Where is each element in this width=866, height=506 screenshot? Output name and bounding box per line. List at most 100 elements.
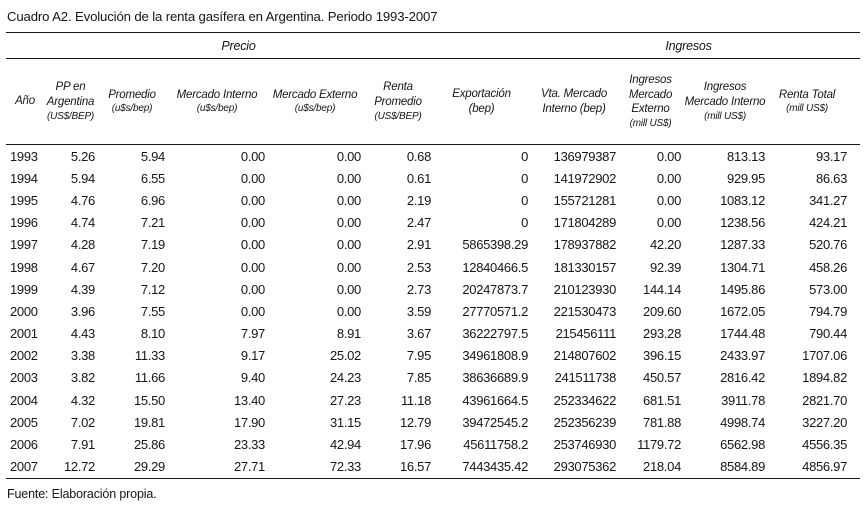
column-header-label: Ingresos Mercado Externo [628,73,673,116]
value-cell: 3.96 [70,303,95,319]
value-cell: 210123930 [553,281,617,297]
value-cell: 0 [521,215,529,231]
value-cell: 36222797.5 [462,326,529,342]
year-cell: 2005 [10,414,38,430]
value-cell: 2.73 [406,281,432,297]
value-cell: 813.13 [727,148,766,164]
column-header-unit: (u$s/bep) [111,103,153,115]
value-cell: 252334622 [553,392,617,408]
value-cell: 8.10 [140,326,165,342]
value-cell: 0.00 [240,170,265,186]
value-cell: 27.23 [329,392,361,408]
value-cell: 0.00 [336,259,361,275]
value-cell: 0 [521,170,529,186]
column-header: Renta Promedio (US$/BEP) [363,58,434,145]
year-cell: 2001 [10,326,38,342]
value-cell: 0.00 [336,281,361,297]
value-cell: 7.85 [406,370,432,386]
value-cell: 9.17 [240,348,265,364]
value-cell: 215456111 [555,326,617,342]
value-cell: 929.95 [727,170,766,186]
value-cell: 4.39 [70,281,95,297]
value-cell: 0.00 [240,281,265,297]
column-header-unit: (US$/BEP) [46,110,95,122]
column-header-label: Ingresos Mercado Interno [684,81,766,108]
value-cell: 1495.86 [720,281,766,297]
value-cell: 9.40 [240,370,265,386]
value-cell: 8584.89 [683,455,768,479]
value-cell: 25.02 [329,348,361,364]
value-cell: 45611758.2 [463,437,529,453]
column-header-label: Mercado Interno [176,88,258,101]
column-header-row: Año PP en Argentina (US$/BEP) Promedio (u$s/… [6,58,861,145]
value-cell: 4556.35 [802,437,848,453]
value-cell: 3.82 [70,370,95,386]
column-header: Promedio (u$s/bep) [97,58,167,145]
value-cell: 0.00 [656,215,682,231]
table-row: 1996 4.74 7.21 0.00 0.00 2.47 0 171804289 0.00 12… [6,212,860,234]
value-cell: 1179.72 [637,437,682,453]
value-cell: 7.02 [70,414,95,430]
column-header: Renta Total (mill US$) [767,58,861,145]
column-header-unit: (u$s/bep) [196,103,238,115]
value-cell: 5.94 [140,148,165,164]
value-cell: 42.94 [329,437,361,453]
value-cell: 27.71 [167,455,267,479]
value-cell: 5.26 [70,148,95,164]
value-cell: 3.59 [406,303,432,319]
year-cell: 1998 [10,259,38,275]
year-cell: 1995 [10,192,38,208]
value-cell: 0.00 [336,170,361,186]
value-cell: 0.00 [336,192,361,208]
value-cell: 5865398.29 [462,237,529,253]
value-cell: 0.68 [406,148,432,164]
value-cell: 12.79 [399,414,432,430]
value-cell: 6.55 [140,170,165,186]
column-header-unit: (u$s/bep) [294,103,336,115]
value-cell: 15.50 [133,392,165,408]
table-row: 2006 7.91 25.86 23.33 42.94 17.96 45611758.2 25… [6,433,860,455]
table-row: 2003 3.82 11.66 9.40 24.23 7.85 38636689.9 2415… [6,367,860,389]
value-cell: 72.33 [267,455,363,479]
column-header-label: Vta. Mercado Interno (bep) [541,87,608,115]
value-cell: 253746930 [553,437,617,453]
value-cell: 2.19 [406,192,432,208]
source-note: Fuente: Elaboración propia. [7,486,157,501]
value-cell: 218.04 [618,455,684,479]
column-header-label: Promedio [108,88,156,101]
table-row: 2007 12.72 29.29 27.71 72.33 16.57 7443435.42 2… [6,455,861,479]
value-cell: 27770571.2 [462,303,529,319]
column-header-unit: (US$/BEP) [374,110,422,122]
table-row: 2001 4.43 8.10 7.97 8.91 3.67 36222797.5 215456… [6,323,860,345]
value-cell: 86.63 [816,170,848,186]
value-cell: 6562.98 [720,437,766,453]
column-header-label: Renta Total [778,88,836,101]
value-cell: 0.00 [336,303,361,319]
value-cell: 141972902 [553,170,617,186]
value-cell: 214807602 [553,348,617,364]
value-cell: 1287.33 [720,237,766,253]
value-cell: 11.33 [134,348,165,364]
year-cell: 2007 [6,455,44,479]
value-cell: 424.21 [809,215,848,231]
value-cell: 6.96 [140,192,165,208]
column-header-label: Renta Promedio [374,81,422,108]
value-cell: 181330157 [553,259,617,275]
value-cell: 11.18 [400,392,432,408]
value-cell: 0.00 [240,237,265,253]
value-cell: 0.00 [336,148,361,164]
value-cell: 458.26 [809,259,848,275]
value-cell: 2.47 [406,215,432,231]
value-cell: 252356239 [553,414,617,430]
value-cell: 24.23 [329,370,361,386]
value-cell: 7.95 [406,348,432,364]
value-cell: 0.00 [240,148,265,164]
table-row: 2000 3.96 7.55 0.00 0.00 3.59 27770571.2 221530… [6,300,860,322]
value-cell: 7443435.42 [433,455,531,479]
column-header-unit: (mill US$) [629,118,672,130]
value-cell: 31.15 [329,414,361,430]
table-row: 1997 4.28 7.19 0.00 0.00 2.91 5865398.29 178937… [6,234,860,256]
value-cell: 5.94 [70,170,95,186]
year-cell: 2002 [10,348,38,364]
